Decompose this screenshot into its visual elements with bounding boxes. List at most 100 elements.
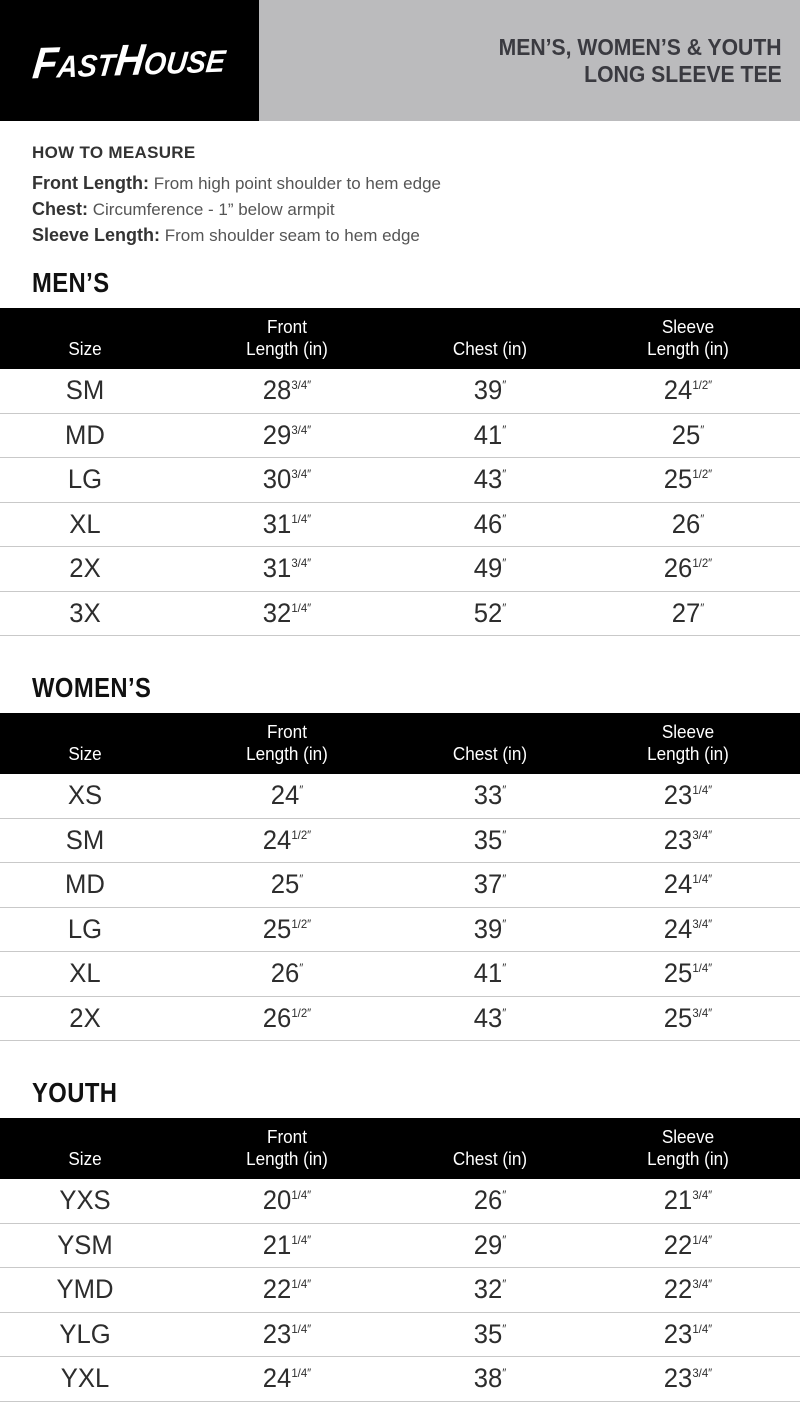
- mens-section: MEN’S Size Front Length (in) Chest (in) Slee…: [0, 267, 800, 636]
- fraction-sup: 3/4″: [291, 378, 312, 393]
- size-cell: 3X: [69, 597, 101, 628]
- table-row: XL 311/4″ 46″ 26″: [0, 503, 800, 547]
- front-length-cell: 313/4″: [262, 553, 312, 584]
- chest-cell: 39″: [473, 913, 507, 944]
- column-header: Size: [68, 1149, 102, 1169]
- column-header: Chest (in): [452, 744, 528, 764]
- table-row: XL 26″ 41″ 251/4″: [0, 952, 800, 997]
- front-length-cell: 201/4″: [262, 1185, 312, 1216]
- chest-cell: 43″: [473, 464, 507, 495]
- how-to-measure-section: HOW TO MEASURE Front Length: From high p…: [32, 143, 800, 245]
- table-row: YXL 241/4″ 38″ 233/4″: [0, 1357, 800, 1402]
- fraction-sup: 1/2″: [692, 378, 713, 393]
- chest-cell: 49″: [473, 553, 507, 584]
- fraction-sup: 1/4″: [692, 872, 713, 887]
- chest-cell: 41″: [473, 958, 507, 989]
- sleeve-length-cell: 231/4″: [663, 780, 713, 811]
- youth-heading: YOUTH: [32, 1077, 118, 1108]
- size-cell: YXL: [60, 1363, 110, 1394]
- mens-heading: MEN’S: [32, 267, 110, 298]
- fraction-sup: ″: [502, 1232, 507, 1247]
- chest-cell: 39″: [473, 375, 507, 406]
- measure-label: Chest:: [32, 199, 89, 219]
- front-length-cell: 241/2″: [262, 824, 312, 855]
- front-length-cell: 251/2″: [262, 913, 312, 944]
- size-cell: YXS: [59, 1185, 111, 1216]
- chest-cell: 41″: [473, 419, 507, 450]
- fraction-sup: 3/4″: [692, 1277, 713, 1292]
- womens-section: WOMEN’S Size Front Length (in) Chest (in) Sl…: [0, 672, 800, 1041]
- fraction-sup: ″: [502, 1321, 507, 1336]
- front-length-cell: 231/4″: [262, 1318, 312, 1349]
- measure-line-chest: Chest: Circumference - 1” below armpit: [32, 199, 800, 220]
- fraction-sup: ″: [502, 1277, 507, 1292]
- chest-cell: 35″: [473, 1318, 507, 1349]
- size-cell: 2X: [69, 1002, 101, 1033]
- front-length-cell: 241/4″: [262, 1363, 312, 1394]
- sleeve-length-cell: 251/4″: [663, 958, 713, 989]
- size-cell: YLG: [59, 1318, 111, 1349]
- size-cell: YMD: [56, 1274, 114, 1305]
- fraction-sup: ″: [502, 1005, 507, 1020]
- fraction-sup: ″: [299, 961, 304, 976]
- front-length-cell: 211/4″: [262, 1229, 312, 1260]
- sleeve-length-cell: 25″: [671, 419, 705, 450]
- chest-cell: 33″: [473, 780, 507, 811]
- sleeve-length-cell: 221/4″: [663, 1229, 713, 1260]
- fraction-sup: 1/4″: [692, 961, 713, 976]
- column-header: Chest (in): [452, 339, 528, 359]
- sleeve-length-cell: 233/4″: [663, 824, 713, 855]
- fraction-sup: ″: [502, 467, 507, 482]
- size-cell: 2X: [69, 553, 101, 584]
- fraction-sup: 1/2″: [291, 1005, 312, 1020]
- table-row: XS 24″ 33″ 231/4″: [0, 774, 800, 819]
- chest-cell: 26″: [473, 1185, 507, 1216]
- fraction-sup: ″: [299, 783, 304, 798]
- table-row: SM 283/4″ 39″ 241/2″: [0, 369, 800, 414]
- sleeve-length-cell: 241/2″: [663, 375, 713, 406]
- front-length-cell: 221/4″: [262, 1274, 312, 1305]
- chart-title-line1: MEN’S, WOMEN’S & YOUTH: [499, 33, 782, 60]
- sleeve-length-cell: 243/4″: [663, 913, 713, 944]
- womens-size-table: Size Front Length (in) Chest (in) Sleeve Leng…: [0, 713, 800, 1041]
- table-row: LG 251/2″ 39″ 243/4″: [0, 908, 800, 952]
- chest-cell: 46″: [473, 508, 507, 539]
- measure-text: From shoulder seam to hem edge: [164, 226, 420, 245]
- fraction-sup: ″: [502, 827, 507, 842]
- chest-cell: 32″: [473, 1274, 507, 1305]
- sleeve-length-cell: 261/2″: [663, 553, 713, 584]
- table-row: YMD 221/4″ 32″ 223/4″: [0, 1268, 800, 1313]
- fraction-sup: ″: [502, 916, 507, 931]
- chest-cell: 38″: [473, 1363, 507, 1394]
- front-length-cell: 303/4″: [262, 464, 312, 495]
- fraction-sup: ″: [299, 872, 304, 887]
- chest-cell: 52″: [473, 597, 507, 628]
- size-cell: XS: [67, 780, 103, 811]
- size-cell: LG: [67, 913, 103, 944]
- front-length-cell: 293/4″: [262, 419, 312, 450]
- how-to-measure-heading: HOW TO MEASURE: [32, 143, 196, 162]
- sleeve-length-cell: 26″: [671, 508, 705, 539]
- mens-size-table: Size Front Length (in) Chest (in) Sleeve Leng…: [0, 308, 800, 636]
- table-row: SM 241/2″ 35″ 233/4″: [0, 819, 800, 863]
- table-row: 3X 321/4″ 52″ 27″: [0, 592, 800, 636]
- table-row: YLG 231/4″ 35″ 231/4″: [0, 1313, 800, 1357]
- fraction-sup: 3/4″: [692, 916, 713, 931]
- fraction-sup: 1/4″: [291, 1366, 312, 1381]
- front-length-cell: 261/2″: [262, 1002, 312, 1033]
- table-row: YSM 211/4″ 29″ 221/4″: [0, 1224, 800, 1268]
- column-header: Front Length (in): [246, 722, 328, 764]
- measure-label: Front Length:: [32, 173, 149, 193]
- fraction-sup: 1/4″: [291, 1232, 312, 1247]
- chest-cell: 35″: [473, 824, 507, 855]
- size-cell: MD: [65, 869, 105, 900]
- column-header: Front Length (in): [246, 317, 328, 359]
- column-header: Sleeve Length (in): [647, 1127, 729, 1169]
- fraction-sup: 1/2″: [291, 827, 312, 842]
- fraction-sup: ″: [502, 600, 507, 615]
- sleeve-length-cell: 27″: [671, 597, 705, 628]
- fraction-sup: 1/4″: [291, 600, 312, 615]
- fraction-sup: 3/4″: [692, 1005, 713, 1020]
- fraction-sup: ″: [502, 1188, 507, 1203]
- front-length-cell: 24″: [270, 780, 304, 811]
